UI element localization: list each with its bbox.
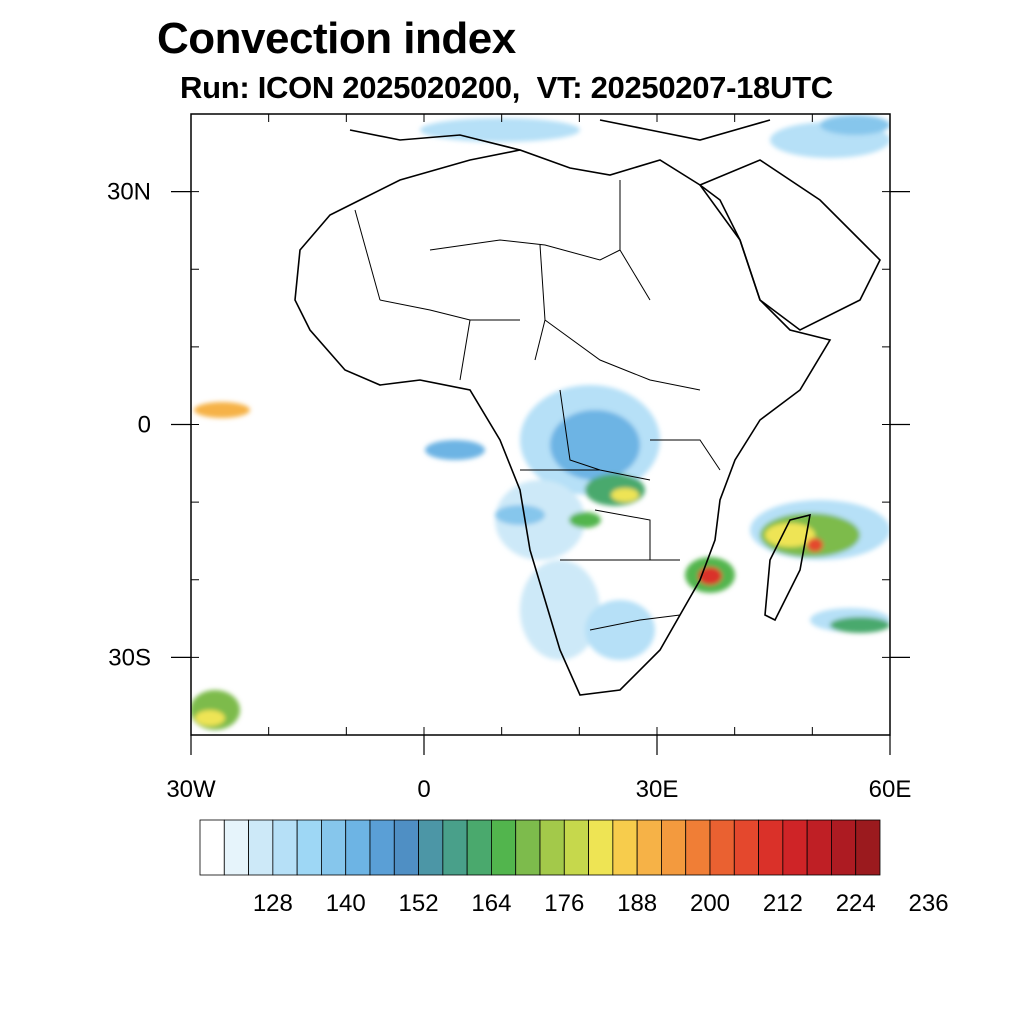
colorbar-box	[758, 819, 784, 876]
field-madagascar-yellow	[765, 523, 815, 547]
x-tick-label: 0	[417, 776, 430, 803]
colorbar-box	[612, 819, 638, 876]
axes: 30W 0 30E 60E 30N 0 30S	[107, 113, 912, 803]
colorbar-box	[442, 819, 468, 876]
colorbar-box	[393, 819, 419, 876]
colorbar-box	[223, 819, 249, 876]
x-tick-label: 30E	[636, 776, 679, 803]
colorbar-label: 200	[690, 890, 730, 917]
field-zambia-yellow	[611, 488, 639, 502]
colorbar-label: 128	[253, 890, 293, 917]
field-botswana-light	[585, 600, 655, 660]
border-lines	[354, 180, 721, 631]
colorbar-box	[685, 819, 711, 876]
africa-outline	[294, 149, 832, 696]
convection-field	[191, 115, 890, 730]
map-subtitle: Run: ICON 2025020200, VT: 20250207-18UTC	[180, 70, 833, 105]
colorbar-box	[588, 819, 614, 876]
field-satl-yellow	[195, 710, 225, 726]
field-madagascar-red	[807, 538, 823, 552]
colorbar-box	[515, 819, 541, 876]
colorbar-box	[199, 819, 225, 876]
colorbar-box	[661, 819, 687, 876]
colorbar-box	[369, 819, 395, 876]
field-eq-atl-orange	[194, 402, 250, 418]
colorbar-box	[296, 819, 322, 876]
field-ne-mid	[820, 115, 890, 135]
colorbar-box	[733, 819, 759, 876]
colorbar: 128 140 152 164 176 188 200 212 224 236	[199, 819, 949, 917]
y-tick-label: 30S	[108, 644, 151, 671]
map-title: Convection index	[157, 14, 516, 63]
field-med-light	[420, 118, 580, 142]
colorbar-box	[539, 819, 565, 876]
field-congo-mid	[550, 410, 640, 480]
colorbar-box	[563, 819, 589, 876]
colorbar-label: 176	[544, 890, 584, 917]
field-namibia-light	[520, 560, 600, 660]
field-atl-coast-mid	[495, 505, 545, 525]
colorbar-label: 224	[836, 890, 876, 917]
x-tick-label: 30W	[166, 776, 216, 803]
colorbar-label: 188	[617, 890, 657, 917]
x-tick-label: 60E	[869, 776, 912, 803]
colorbar-label: 164	[471, 890, 511, 917]
colorbar-label: 212	[763, 890, 803, 917]
field-angola-green	[569, 512, 601, 528]
colorbar-box	[418, 819, 444, 876]
colorbar-box	[491, 819, 517, 876]
field-zambia-green	[585, 474, 645, 506]
colorbar-box	[272, 819, 298, 876]
country-borders	[354, 180, 721, 631]
colorbar-label: 140	[326, 890, 366, 917]
mediterranean-outline	[349, 119, 771, 151]
colorbar-box	[466, 819, 492, 876]
y-tick-label: 0	[138, 412, 151, 439]
arabia-outline	[698, 159, 881, 331]
colorbar-box	[709, 819, 735, 876]
field-indian-south-green	[830, 617, 890, 633]
colorbar-label: 236	[909, 890, 949, 917]
colorbar-box	[782, 819, 808, 876]
madagascar-outline	[764, 513, 812, 622]
colorbar-label: 152	[399, 890, 439, 917]
colorbar-box	[321, 819, 347, 876]
coastlines	[294, 119, 881, 696]
colorbar-box	[345, 819, 371, 876]
colorbar-box	[855, 819, 881, 876]
colorbar-box	[248, 819, 274, 876]
colorbar-box	[636, 819, 662, 876]
colorbar-box	[806, 819, 832, 876]
y-tick-label: 30N	[107, 179, 151, 206]
colorbar-box	[831, 819, 857, 876]
field-gulf-mid	[425, 440, 485, 460]
